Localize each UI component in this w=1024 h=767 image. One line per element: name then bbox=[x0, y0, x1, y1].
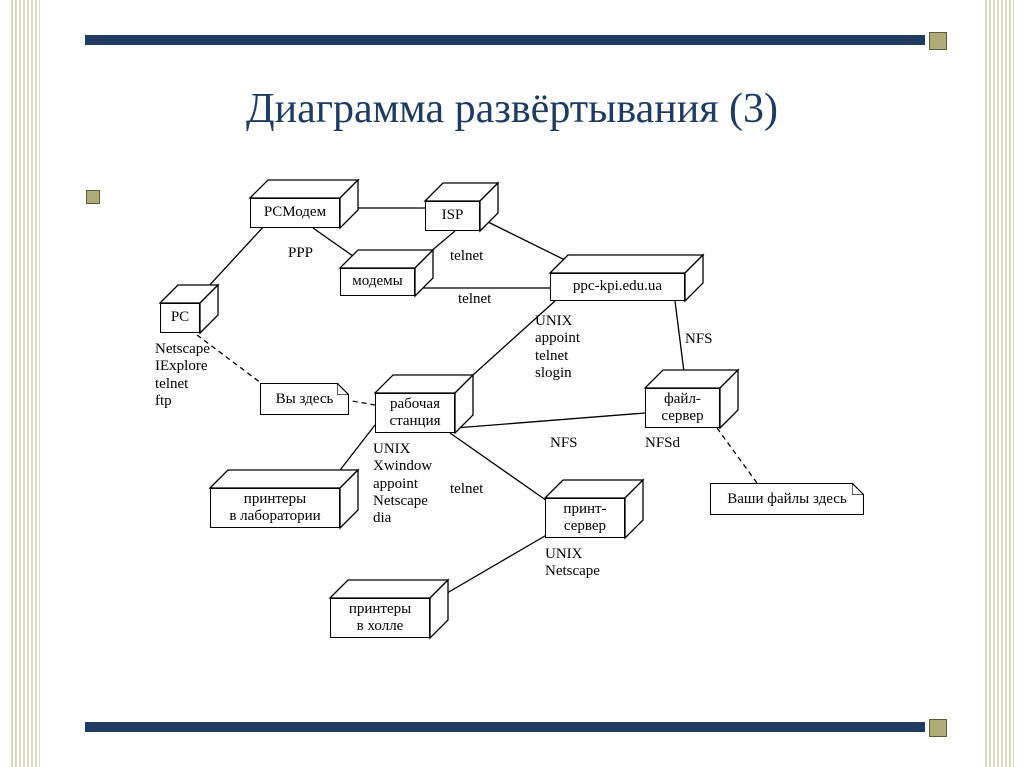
node-ws: рабочая станция bbox=[375, 375, 473, 433]
node-hallprn: принтеры в холле bbox=[330, 580, 448, 638]
edge bbox=[717, 428, 757, 483]
bullet-icon bbox=[86, 190, 100, 204]
edge-label: telnet bbox=[458, 291, 491, 308]
edge bbox=[455, 413, 645, 428]
bottom-bar bbox=[85, 722, 925, 732]
free-label: UNIX Xwindow appoint Netscape dia bbox=[373, 441, 432, 527]
node-label: ppc-kpi.edu.ua bbox=[550, 273, 685, 301]
node-isp: ISP bbox=[425, 183, 498, 231]
edge-layer bbox=[155, 183, 915, 693]
free-label: Netscape IExplore telnet ftp bbox=[155, 341, 210, 410]
node-labprn: принтеры в лаборатории bbox=[210, 470, 358, 528]
node-fileserv: файл- сервер bbox=[645, 370, 738, 428]
node-label: ISP bbox=[425, 201, 480, 231]
node-label: PCМодем bbox=[250, 198, 340, 228]
free-label: UNIX appoint telnet slogin bbox=[535, 313, 580, 382]
node-modems: модемы bbox=[340, 250, 433, 296]
node-label: принтеры в холле bbox=[330, 598, 430, 638]
node-label: принтеры в лаборатории bbox=[210, 488, 340, 528]
free-label: NFSd bbox=[645, 435, 680, 452]
note-note_files: Ваши файлы здесь bbox=[710, 483, 864, 515]
top-bar bbox=[85, 35, 925, 45]
node-ppc: ppc-kpi.edu.ua bbox=[550, 255, 703, 301]
node-label: PC bbox=[160, 303, 200, 333]
node-label: принт- сервер bbox=[545, 498, 625, 538]
node-printsrv: принт- сервер bbox=[545, 480, 643, 538]
slide: Диаграмма развёртывания (3) PPP telnet tel… bbox=[0, 0, 1024, 767]
free-label: UNIX Netscape bbox=[545, 546, 600, 581]
edge-label: PPP bbox=[288, 245, 313, 262]
note-note_here: Вы здесь bbox=[260, 383, 349, 415]
node-label: рабочая станция bbox=[375, 393, 455, 433]
deployment-diagram: PPP telnet telnet NFS NFS telnet PCМодем ISP мод… bbox=[155, 183, 915, 693]
edge-label: telnet bbox=[450, 248, 483, 265]
edge-label: NFS bbox=[685, 331, 713, 348]
node-pcmodem: PCМодем bbox=[250, 180, 358, 228]
node-label: файл- сервер bbox=[645, 388, 720, 428]
edge bbox=[675, 301, 685, 380]
node-label: модемы bbox=[340, 268, 415, 296]
edge-label: NFS bbox=[550, 435, 578, 452]
node-pc: PC bbox=[160, 285, 218, 333]
edge-label: telnet bbox=[450, 481, 483, 498]
slide-title: Диаграмма развёртывания (3) bbox=[0, 85, 1024, 133]
